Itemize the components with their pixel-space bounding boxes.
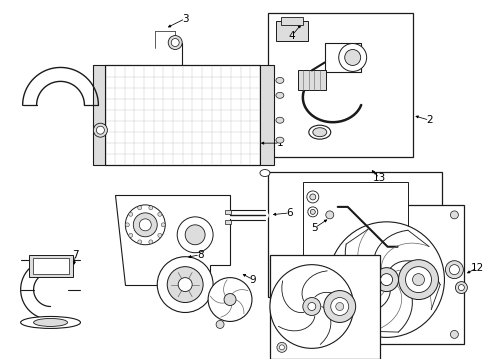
Circle shape [171, 39, 179, 46]
Ellipse shape [276, 92, 284, 98]
Circle shape [97, 126, 104, 134]
Bar [260, 66, 274, 165]
Text: 9: 9 [250, 275, 256, 285]
Circle shape [149, 206, 153, 210]
Text: 13: 13 [373, 173, 386, 183]
Circle shape [224, 293, 236, 306]
Circle shape [406, 267, 432, 293]
Bar [94, 66, 105, 165]
Bar [320, 205, 465, 345]
Circle shape [450, 330, 458, 338]
Circle shape [445, 261, 464, 279]
Circle shape [185, 225, 205, 245]
Circle shape [138, 206, 142, 210]
Circle shape [339, 44, 367, 71]
Text: 7: 7 [72, 250, 79, 260]
Bar [28, 255, 74, 276]
Circle shape [336, 302, 343, 310]
Bar [268, 13, 413, 157]
Circle shape [277, 342, 287, 352]
Circle shape [158, 212, 162, 216]
Circle shape [310, 210, 315, 214]
Bar [270, 255, 380, 359]
Circle shape [326, 330, 334, 338]
Circle shape [125, 205, 165, 245]
Ellipse shape [313, 128, 327, 137]
Ellipse shape [276, 137, 284, 143]
Text: 12: 12 [471, 263, 484, 273]
Circle shape [158, 233, 162, 237]
Bar [105, 66, 260, 165]
Ellipse shape [34, 319, 68, 327]
Text: 4: 4 [289, 31, 295, 41]
Text: 11: 11 [348, 319, 361, 329]
Circle shape [331, 298, 349, 315]
Circle shape [208, 278, 252, 321]
Circle shape [270, 265, 354, 348]
Circle shape [129, 212, 133, 216]
Circle shape [449, 265, 460, 275]
Bar [303, 182, 408, 282]
Circle shape [413, 274, 424, 285]
Text: 8: 8 [197, 250, 203, 260]
Bar [225, 210, 231, 214]
Bar [281, 17, 303, 24]
Circle shape [455, 282, 467, 293]
Circle shape [133, 213, 157, 237]
Bar [33, 258, 70, 274]
Ellipse shape [21, 316, 80, 328]
Circle shape [381, 274, 392, 285]
Circle shape [129, 233, 133, 237]
Circle shape [329, 222, 444, 337]
Circle shape [303, 298, 321, 315]
Circle shape [279, 345, 284, 350]
Circle shape [139, 219, 151, 231]
Ellipse shape [260, 170, 270, 176]
Circle shape [161, 223, 165, 227]
Polygon shape [115, 195, 230, 285]
Text: 2: 2 [426, 115, 433, 125]
Circle shape [345, 50, 361, 66]
Text: 5: 5 [312, 223, 318, 233]
Bar [276, 21, 308, 41]
Text: 3: 3 [182, 14, 189, 24]
Circle shape [450, 211, 458, 219]
Circle shape [375, 268, 398, 292]
Circle shape [125, 223, 129, 227]
Text: 6: 6 [287, 208, 293, 218]
Ellipse shape [276, 77, 284, 84]
Circle shape [324, 291, 356, 323]
Text: 10: 10 [318, 267, 331, 278]
Ellipse shape [309, 125, 331, 139]
Circle shape [157, 257, 213, 312]
Bar [268, 172, 442, 297]
Circle shape [458, 285, 465, 291]
Bar [298, 71, 326, 90]
Circle shape [167, 267, 203, 302]
Circle shape [178, 278, 192, 292]
Circle shape [94, 123, 107, 137]
Bar [325, 42, 361, 72]
Ellipse shape [276, 117, 284, 123]
Circle shape [308, 207, 318, 217]
Circle shape [168, 36, 182, 50]
Circle shape [310, 194, 316, 200]
Circle shape [149, 240, 153, 244]
Circle shape [326, 211, 334, 219]
Circle shape [308, 302, 316, 310]
Circle shape [138, 240, 142, 244]
Bar [225, 220, 231, 224]
Circle shape [307, 191, 319, 203]
Circle shape [398, 260, 439, 300]
Text: 1: 1 [276, 138, 283, 148]
Circle shape [177, 217, 213, 253]
Circle shape [216, 320, 224, 328]
